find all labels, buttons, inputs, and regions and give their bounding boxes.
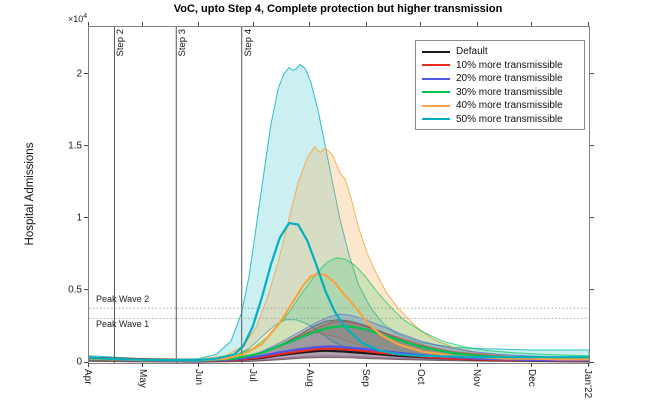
legend-entry: 20% more transmissible: [422, 72, 584, 86]
median-line-50-more-transmissible: [89, 222, 589, 362]
y-tick-label: 1.5: [68, 140, 82, 152]
y-tick-mark: [84, 145, 88, 147]
x-tick-mark-top: [531, 22, 533, 26]
y-tick-mark-right: [590, 145, 594, 147]
peak-wave-label: Peak Wave 1: [96, 319, 150, 330]
band-20-more-transmissible: [89, 313, 589, 363]
x-tick-label: Jul: [247, 369, 259, 382]
x-tick-mark: [420, 363, 422, 367]
y-tick-label: 2: [76, 68, 82, 80]
y-tick-mark: [84, 361, 88, 363]
x-tick-mark: [476, 363, 478, 367]
x-tick-label: Jan'22: [582, 369, 593, 399]
x-tick-mark-top: [252, 22, 254, 26]
y-tick-mark-right: [590, 217, 594, 219]
x-tick-mark: [365, 363, 367, 367]
step-label: Step 3: [177, 29, 189, 57]
legend-label: 40% more transmissible: [456, 100, 563, 112]
peak-wave-label: Peak Wave 2: [96, 294, 150, 305]
x-tick-label: Nov: [471, 369, 483, 387]
x-tick-mark: [587, 363, 589, 367]
x-tick-mark: [252, 363, 254, 367]
x-tick-mark-top: [309, 22, 311, 26]
x-tick-label: Sep: [360, 369, 372, 387]
y-tick-mark-right: [590, 289, 594, 291]
legend-line-swatch: [422, 64, 450, 67]
y-tick-mark-right: [590, 73, 594, 75]
x-tick-mark-top: [476, 22, 478, 26]
x-tick-label: Oct: [414, 369, 426, 385]
x-tick-mark-top: [587, 22, 589, 26]
y-tick-label: 1: [76, 212, 82, 224]
x-tick-mark: [531, 363, 533, 367]
band-50-more-transmissible: [89, 63, 589, 362]
x-tick-label: May: [136, 369, 148, 388]
legend-label: 10% more transmissible: [456, 59, 563, 71]
y-tick-label: 0: [76, 356, 82, 368]
legend-line-swatch: [422, 91, 450, 94]
x-tick-mark: [142, 363, 144, 367]
legend-line-swatch: [422, 118, 450, 121]
legend-line-swatch: [422, 77, 450, 80]
legend-entry: 30% more transmissible: [422, 86, 584, 100]
legend-line-swatch: [422, 104, 450, 107]
x-tick-label: Apr: [82, 369, 93, 385]
x-tick-mark: [87, 363, 89, 367]
legend-label: 20% more transmissible: [456, 73, 563, 85]
legend-label: 50% more transmissible: [456, 113, 563, 125]
legend-box[interactable]: Default 10% more transmissible 20% more tr…: [415, 40, 585, 130]
x-tick-label: Dec: [525, 369, 537, 387]
x-tick-mark: [198, 363, 200, 367]
chart-title: VoC, upto Step 4, Complete protection bu…: [173, 3, 503, 15]
curves-canvas: [89, 27, 589, 363]
x-tick-mark-top: [142, 22, 144, 26]
x-tick-mark: [309, 363, 311, 367]
x-tick-mark-top: [365, 22, 367, 26]
legend-entry: 50% more transmissible: [422, 113, 584, 127]
legend-entry: Default: [422, 45, 584, 59]
legend-entry: 10% more transmissible: [422, 59, 584, 73]
x-tick-mark-top: [87, 22, 89, 26]
y-axis-exponent: ×104: [68, 13, 88, 24]
y-tick-mark: [84, 289, 88, 291]
step-label: Step 4: [242, 29, 254, 57]
x-tick-mark-top: [198, 22, 200, 26]
legend-entry: 40% more transmissible: [422, 99, 584, 113]
y-tick-mark: [84, 217, 88, 219]
y-tick-label: 0.5: [68, 284, 82, 296]
legend-line-swatch: [422, 50, 450, 53]
y-tick-mark-right: [590, 361, 594, 363]
x-tick-mark-top: [420, 22, 422, 26]
x-tick-label: Jun: [192, 369, 204, 386]
y-axis-label: Hospital Admissions: [24, 142, 36, 246]
x-tick-label: Aug: [303, 369, 315, 387]
legend-label: Default: [456, 46, 488, 58]
legend-label: 30% more transmissible: [456, 86, 563, 98]
step-label: Step 2: [115, 29, 127, 57]
y-tick-mark: [84, 73, 88, 75]
